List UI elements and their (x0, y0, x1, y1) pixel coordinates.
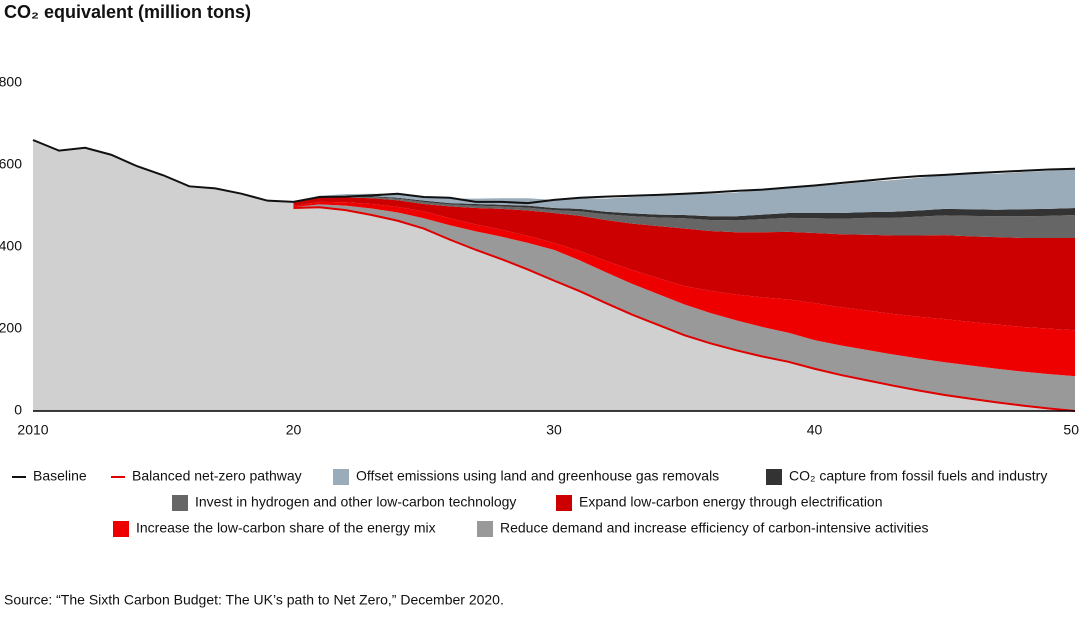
legend-swatch (477, 521, 493, 537)
x-tick-label: 20 (286, 422, 302, 438)
source-note: Source: “The Sixth Carbon Budget: The UK… (4, 592, 504, 608)
series-line (32, 139, 1076, 205)
legend-label: Offset emissions using land and greenhou… (356, 468, 719, 484)
legend-label: Increase the low-carbon share of the ene… (136, 520, 436, 536)
legend-swatch (172, 495, 188, 511)
legend-label: CO₂ capture from fossil fuels and indust… (789, 468, 1047, 484)
stacked-area (293, 168, 1075, 217)
stacked-area (293, 196, 1075, 238)
legend-swatch (766, 469, 782, 485)
stacked-area (293, 196, 1075, 221)
baseline-area (33, 139, 294, 412)
stacked-area (293, 201, 1075, 377)
stacked-area (293, 197, 1075, 331)
y-tick-label: 800 (0, 74, 22, 90)
pathway-area (293, 207, 1075, 411)
stacked-area (293, 204, 1075, 411)
y-tick-label: 200 (0, 320, 22, 336)
x-tick-label: 2010 (17, 422, 48, 438)
legend-label: Invest in hydrogen and other low-carbon … (195, 494, 516, 510)
x-tick-label: 50 (1063, 422, 1079, 438)
chart-title: CO₂ equivalent (million tons) (4, 2, 251, 22)
x-tick-label: 30 (546, 422, 562, 438)
y-tick-label: 600 (0, 156, 22, 172)
legend-swatch (113, 521, 129, 537)
series-line (293, 206, 1076, 412)
y-tick-label: 0 (14, 402, 22, 418)
legend-label: Balanced net-zero pathway (132, 468, 302, 484)
x-tick-label: 40 (807, 422, 823, 438)
y-tick-label: 400 (0, 238, 22, 254)
legend-swatch (556, 495, 572, 511)
legend-swatch (333, 469, 349, 485)
legend-label: Baseline (33, 468, 87, 484)
legend-label: Reduce demand and increase efficiency of… (500, 520, 929, 536)
legend-label: Expand low-carbon energy through electri… (579, 494, 883, 510)
